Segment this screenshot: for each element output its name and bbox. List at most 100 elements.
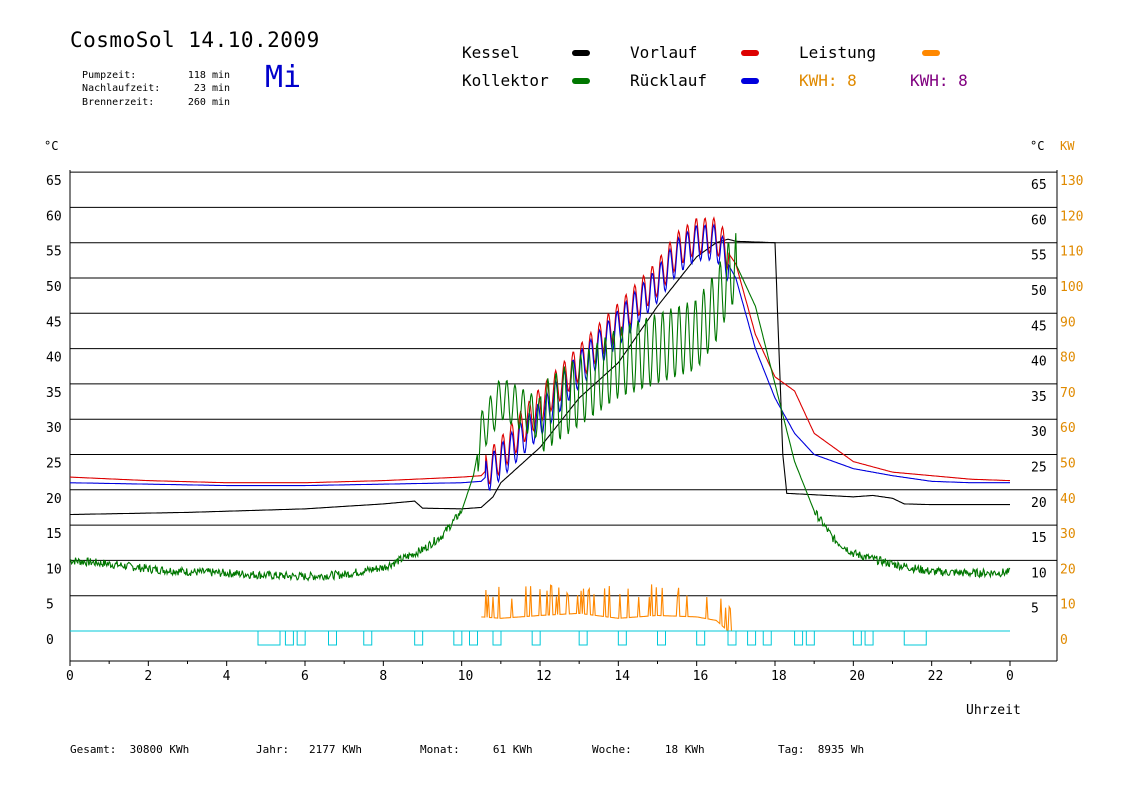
series-line-vorlauf bbox=[70, 216, 1010, 485]
stat-label: Brennerzeit: bbox=[82, 97, 155, 108]
series-line-kollektor bbox=[69, 233, 1011, 582]
pump-pulse bbox=[296, 630, 306, 646]
y-tick-label-left: 10 bbox=[46, 562, 62, 577]
x-tick-label: 8 bbox=[379, 669, 387, 684]
stat-value: 23 min bbox=[193, 83, 231, 94]
total-label: Gesamt: bbox=[70, 743, 117, 756]
stat-value: 260 min bbox=[187, 97, 231, 108]
stat-value: 118 min bbox=[187, 70, 231, 81]
x-tick-label: 16 bbox=[693, 669, 709, 684]
x-tick-label: 12 bbox=[536, 669, 552, 684]
total-value: 61 KWh bbox=[492, 743, 533, 756]
legend-kessel-label: Kessel bbox=[462, 43, 520, 62]
x-tick-label: 0 bbox=[66, 669, 74, 684]
y-tick-label-left: 5 bbox=[46, 598, 54, 613]
x-tick-label: 20 bbox=[849, 669, 865, 684]
y-tick-label-kw: 80 bbox=[1060, 351, 1076, 366]
y-kw-unit-label: KW bbox=[1060, 139, 1075, 153]
page-title: CosmoSol 14.10.2009 bbox=[70, 28, 320, 52]
total-label: Monat: bbox=[420, 743, 460, 756]
stat-pumpzeit: Pumpzeit: 118 min bbox=[70, 59, 230, 81]
y-tick-label-kw: 70 bbox=[1060, 386, 1076, 401]
pump-pulse bbox=[805, 630, 815, 646]
y-tick-label-kw: 130 bbox=[1060, 174, 1083, 189]
legend-leistung-label: Leistung bbox=[799, 43, 877, 62]
y-tick-label-kw: 0 bbox=[1060, 633, 1068, 648]
pump-pulse bbox=[696, 630, 706, 646]
pump-pulse bbox=[727, 630, 737, 646]
y-right-unit-label: °C bbox=[1030, 139, 1044, 153]
legend-vorlauf-label: Vorlauf bbox=[630, 43, 698, 62]
legend-kessel-swatch bbox=[572, 50, 590, 56]
y-tick-label-left: 20 bbox=[46, 492, 62, 507]
total-value: 2177 KWh bbox=[309, 743, 362, 756]
legend-kwh-orange: KWH: 8 bbox=[799, 71, 857, 90]
stat-label: Pumpzeit: bbox=[82, 70, 137, 81]
pump-pulse bbox=[453, 630, 463, 646]
y-tick-label-kw: 30 bbox=[1060, 527, 1076, 542]
total-jahr: Jahr: 2177 KWh bbox=[256, 743, 362, 756]
y-tick-label-kw: 10 bbox=[1060, 598, 1076, 613]
y-tick-label-kw: 40 bbox=[1060, 492, 1076, 507]
total-woche: Woche: 18 KWh bbox=[592, 743, 705, 756]
y-tick-label-kw: 50 bbox=[1060, 457, 1076, 472]
pump-pulse bbox=[257, 630, 281, 646]
legend-kollektor-swatch bbox=[572, 78, 590, 84]
y-tick-label-kw: 60 bbox=[1060, 421, 1076, 436]
y-tick-label-kw: 100 bbox=[1060, 280, 1083, 295]
pump-pulse bbox=[414, 630, 424, 646]
legend-vorlauf-swatch bbox=[741, 50, 759, 56]
y-tick-label-right: 20 bbox=[1031, 496, 1047, 511]
y-tick-label-kw: 20 bbox=[1060, 562, 1076, 577]
total-value: 30800 KWh bbox=[129, 743, 190, 756]
y-tick-label-left: 35 bbox=[46, 386, 62, 401]
pump-pulse bbox=[617, 630, 627, 646]
stat-label: Nachlaufzeit: bbox=[82, 83, 161, 94]
y-tick-label-left: 40 bbox=[46, 351, 62, 366]
total-monat: Monat: 61 KWh bbox=[420, 743, 533, 756]
y-tick-label-right: 15 bbox=[1031, 531, 1047, 546]
x-tick-label: 6 bbox=[301, 669, 309, 684]
legend-ruecklauf-label: Rücklauf bbox=[630, 71, 708, 90]
total-value: 8935 Wh bbox=[817, 743, 865, 756]
total-label: Woche: bbox=[592, 743, 632, 756]
y-tick-label-kw: 90 bbox=[1060, 315, 1076, 330]
y-tick-label-left: 50 bbox=[46, 280, 62, 295]
y-tick-label-left: 65 bbox=[46, 174, 62, 189]
y-tick-label-right: 40 bbox=[1031, 355, 1047, 370]
y-tick-label-kw: 120 bbox=[1060, 209, 1083, 224]
y-tick-label-left: 45 bbox=[46, 315, 62, 330]
y-tick-label-kw: 110 bbox=[1060, 245, 1083, 260]
pump-pulse bbox=[363, 630, 373, 646]
y-tick-label-right: 35 bbox=[1031, 390, 1047, 405]
x-tick-label: 22 bbox=[928, 669, 944, 684]
pump-pulse bbox=[328, 630, 337, 646]
total-tag: Tag: 8935 Wh bbox=[778, 743, 864, 756]
pump-pulse bbox=[531, 630, 541, 646]
pump-pulse bbox=[903, 630, 927, 646]
pump-pulse bbox=[762, 630, 772, 646]
total-gesamt: Gesamt: 30800 KWh bbox=[70, 743, 189, 756]
pump-pulse bbox=[852, 630, 862, 646]
x-axis-label: Uhrzeit bbox=[966, 703, 1021, 718]
y-tick-label-left: 25 bbox=[46, 457, 62, 472]
pump-pulse bbox=[578, 630, 588, 646]
stat-nachlaufzeit: Nachlaufzeit: 23 min bbox=[70, 72, 230, 94]
legend-kollektor-label: Kollektor bbox=[462, 71, 549, 90]
pump-pulse bbox=[794, 630, 804, 646]
legend-kwh-purple: KWH: 8 bbox=[910, 71, 968, 90]
y-tick-label-left: 60 bbox=[46, 209, 62, 224]
y-tick-label-right: 30 bbox=[1031, 425, 1047, 440]
y-left-unit-label: °C bbox=[44, 139, 58, 153]
series-line-kessel bbox=[70, 238, 1010, 516]
total-value: 18 KWh bbox=[664, 743, 705, 756]
x-tick-label: 0 bbox=[1006, 669, 1014, 684]
x-tick-label: 4 bbox=[223, 669, 231, 684]
series-line-rcklauf bbox=[69, 223, 1010, 492]
stat-brennerzeit: Brennerzeit: 260 min bbox=[70, 86, 230, 108]
pump-pulse bbox=[469, 630, 478, 646]
y-tick-label-left: 0 bbox=[46, 633, 54, 648]
x-tick-label: 14 bbox=[614, 669, 630, 684]
pump-pulse bbox=[657, 630, 666, 646]
